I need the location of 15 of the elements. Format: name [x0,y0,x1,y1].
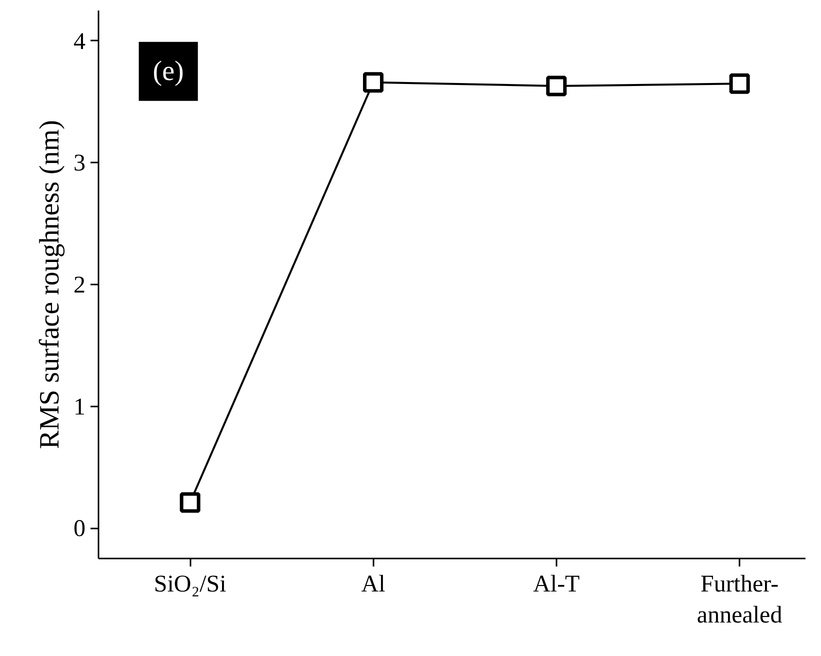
y-axis-title: RMS surface roughness (nm) [34,120,66,449]
x-tick-label: Further- annealed [696,572,782,629]
y-tick-label: 1 [74,394,86,420]
point [546,76,567,96]
y-tick-label: 0 [74,516,86,542]
x-tick-label: SiO₂/Si [154,572,227,598]
y-tick-label: 2 [74,272,86,298]
x-tick-label: Al-T [533,572,580,598]
point [362,72,384,93]
x-tick-label: Al [361,572,386,598]
point [180,492,200,513]
point [729,73,750,94]
annotation: (e) [152,56,184,87]
y-tick-label: 3 [74,150,86,177]
y-tick-label: 4 [74,28,86,55]
